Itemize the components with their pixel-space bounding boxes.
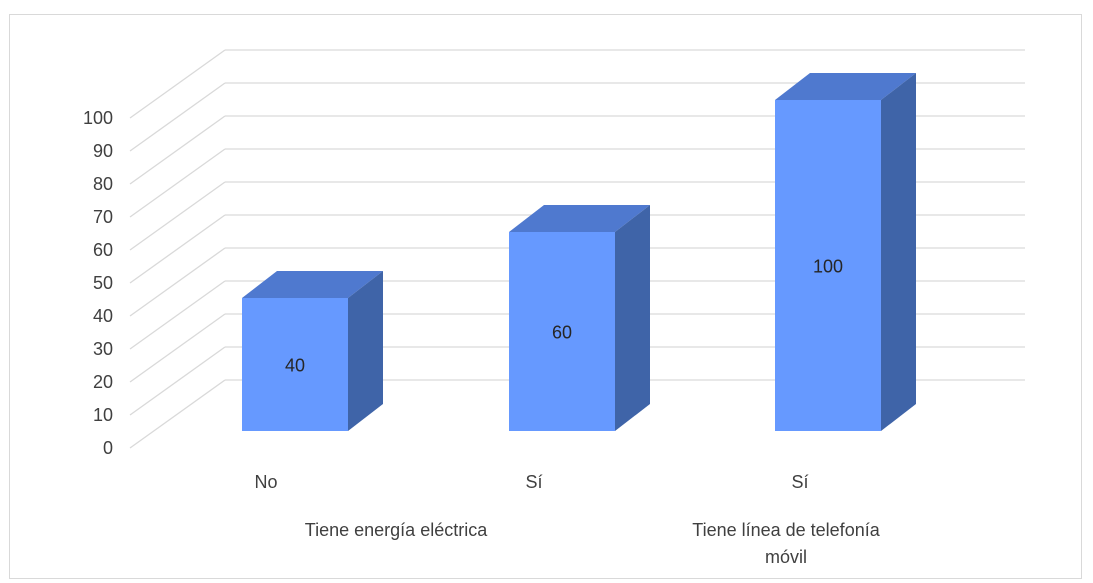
y-tick-label-10: 10 (93, 405, 113, 425)
grid-line-diagonal-20 (129, 313, 226, 383)
grid-line-diagonal-80 (129, 115, 226, 185)
x-axis-group-labels: Tiene energía eléctrica Tiene línea de te… (305, 520, 881, 567)
data-label-1: 40 (285, 356, 305, 376)
y-tick-label-60: 60 (93, 240, 113, 260)
y-tick-label-90: 90 (93, 141, 113, 161)
y-tick-label-100: 100 (83, 108, 113, 128)
y-tick-label-80: 80 (93, 174, 113, 194)
bar-side-face (615, 205, 650, 431)
y-tick-label-40: 40 (93, 306, 113, 326)
x-axis-category-labels: No Sí Sí (254, 472, 808, 492)
grid-line-diagonal-60 (129, 181, 226, 251)
y-tick-label-70: 70 (93, 207, 113, 227)
bar-1: 40 (242, 271, 383, 431)
grid-line-diagonal-30 (129, 280, 226, 350)
y-tick-label-20: 20 (93, 372, 113, 392)
y-tick-label-50: 50 (93, 273, 113, 293)
bar-top-face (242, 271, 383, 298)
x-group-label-1: Tiene energía eléctrica (305, 520, 488, 540)
data-label-3: 100 (813, 257, 843, 277)
grid-line-diagonal-90 (129, 82, 226, 152)
x-category-label-1: No (254, 472, 277, 492)
y-tick-label-0: 0 (103, 438, 113, 458)
bar-side-face (881, 73, 916, 431)
grid-line-diagonal-0 (129, 379, 226, 449)
y-axis-tick-labels: 0 10 20 30 40 50 60 70 80 90 100 (83, 108, 113, 458)
bars: 40 60 100 (242, 73, 916, 431)
grid-line-diagonal-70 (129, 148, 226, 218)
grid-line-diagonal-40 (129, 247, 226, 317)
grid-line-diagonal-50 (129, 214, 226, 284)
bar-front-face (775, 100, 881, 431)
bar-side-face (348, 271, 383, 431)
bar-top-face (775, 73, 916, 100)
bar-top-face (509, 205, 650, 232)
data-label-2: 60 (552, 323, 572, 343)
bar-front-face (509, 232, 615, 431)
bar-front-face (242, 298, 348, 431)
y-tick-label-30: 30 (93, 339, 113, 359)
x-category-label-3: Sí (791, 472, 808, 492)
bar-2: 60 (509, 205, 650, 431)
bar-3: 100 (775, 73, 916, 431)
x-category-label-2: Sí (525, 472, 542, 492)
x-group-label-2: Tiene línea de telefonía móvil (692, 520, 880, 567)
grid-line-diagonal-100 (129, 49, 226, 119)
grid-line-diagonal-10 (129, 346, 226, 416)
